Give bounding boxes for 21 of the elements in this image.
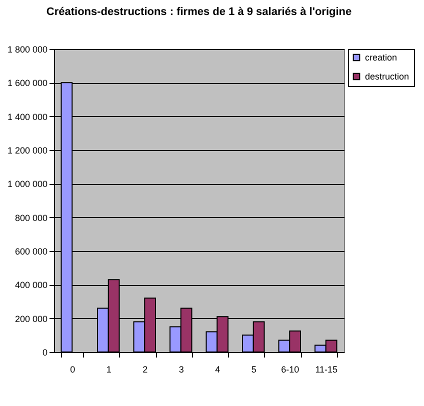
y-tick-label: 0 bbox=[42, 348, 48, 358]
y-tick-label: 1 400 000 bbox=[7, 112, 48, 122]
y-tick-label: 600 000 bbox=[14, 246, 48, 256]
y-tick-label: 1 600 000 bbox=[7, 78, 48, 88]
x-tick-label: 6-10 bbox=[281, 364, 300, 374]
legend-label: destruction bbox=[365, 72, 410, 82]
y-tick-label: 1 800 000 bbox=[7, 44, 48, 54]
x-tick-label: 11-15 bbox=[315, 364, 338, 374]
y-tick-label: 800 000 bbox=[14, 212, 48, 223]
legend-label: creation bbox=[365, 52, 398, 62]
x-tick-label: 5 bbox=[251, 364, 256, 374]
y-tick-label: 1 200 000 bbox=[7, 146, 48, 156]
x-tick-label: 4 bbox=[215, 364, 220, 374]
x-tick-label: 0 bbox=[70, 364, 76, 374]
x-tick-label: 1 bbox=[106, 364, 112, 374]
y-tick-label: 200 000 bbox=[14, 314, 48, 324]
x-tick-label: 3 bbox=[178, 364, 184, 374]
y-tick-label: 1 000 000 bbox=[7, 179, 48, 190]
chart-title: Créations-destructions : firmes de 1 à 9 salariés à l'origine bbox=[46, 6, 352, 18]
y-tick-label: 400 000 bbox=[14, 280, 48, 290]
x-tick-label: 2 bbox=[142, 364, 148, 374]
